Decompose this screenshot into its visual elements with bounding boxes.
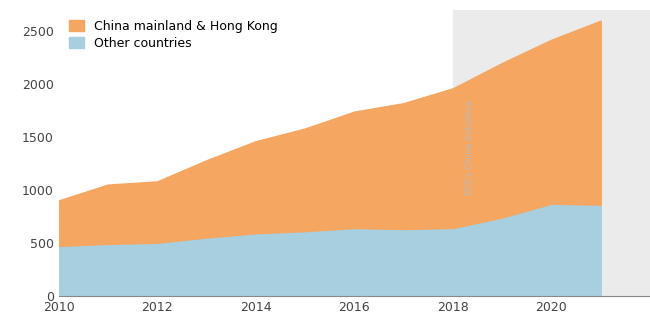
Text: DOJ's China Initiative: DOJ's China Initiative bbox=[465, 100, 474, 195]
Bar bbox=[453, 10, 650, 296]
Legend: China mainland & Hong Kong, Other countries: China mainland & Hong Kong, Other countr… bbox=[65, 16, 281, 53]
